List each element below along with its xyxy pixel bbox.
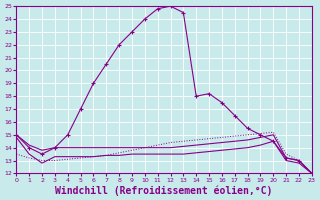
- X-axis label: Windchill (Refroidissement éolien,°C): Windchill (Refroidissement éolien,°C): [55, 185, 273, 196]
